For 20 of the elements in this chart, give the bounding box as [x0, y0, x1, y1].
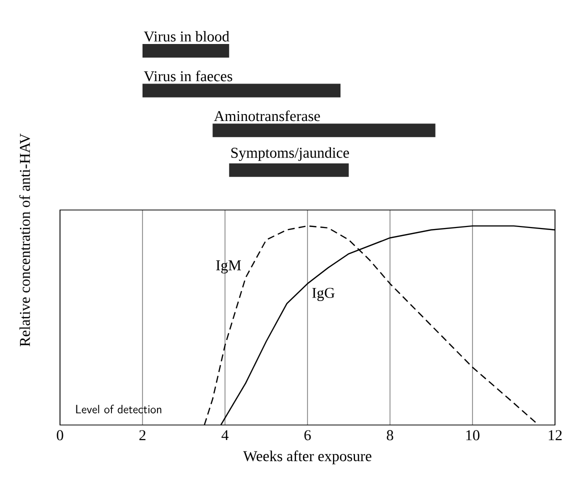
bar: [142, 84, 341, 98]
x-tick-label: 12: [548, 430, 562, 440]
bar: [212, 124, 436, 138]
x-tick-label: 10: [466, 430, 480, 440]
series-label: IgG: [312, 288, 335, 302]
y-axis-title: Relative concentration of anti-HAV: [19, 134, 30, 346]
bar: [229, 163, 349, 177]
category-label: Virus in blood: [144, 31, 230, 42]
annotation: Level of detection: [76, 404, 162, 414]
series-label: IgM: [216, 260, 241, 274]
category-label: Virus in faeces: [144, 70, 232, 82]
x-tick-label: 2: [139, 430, 146, 440]
bar: [142, 44, 230, 58]
x-tick-label: 0: [56, 430, 64, 440]
x-tick-label: 4: [222, 430, 229, 440]
x-axis-title: Weeks after exposure: [243, 450, 372, 464]
x-tick-label: 8: [386, 430, 394, 440]
category-label: Symptoms/jaundice: [231, 147, 349, 161]
category-label: Aminotransferase: [214, 110, 320, 122]
x-tick-label: 6: [304, 430, 311, 440]
